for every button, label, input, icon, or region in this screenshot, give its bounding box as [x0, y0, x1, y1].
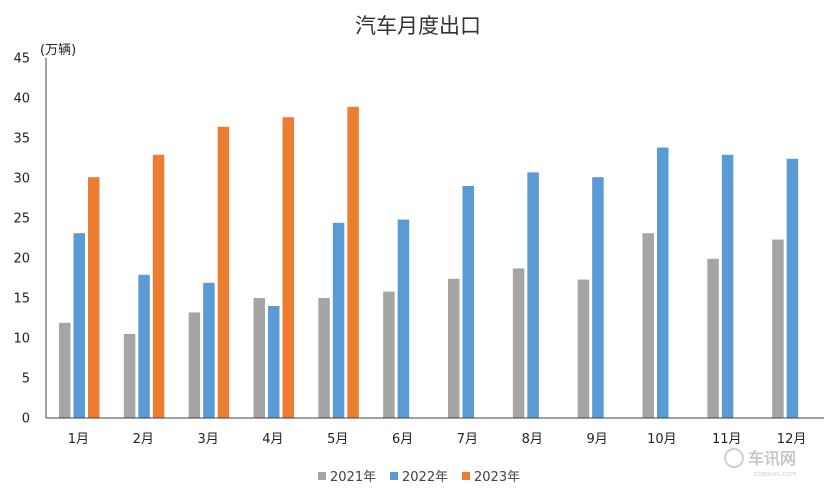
- legend-swatch: [318, 472, 326, 480]
- y-tick-label: 10: [13, 332, 30, 347]
- x-tick-label: 4月: [262, 432, 283, 447]
- bar-2022年-5月: [332, 222, 345, 418]
- y-tick-label: 40: [13, 92, 30, 107]
- bar-2023年-3月: [217, 126, 230, 419]
- bar-2022年-7月: [462, 186, 474, 418]
- y-tick-label: 30: [13, 172, 30, 187]
- x-tick-label: 8月: [522, 432, 543, 447]
- y-tick-label: 35: [13, 132, 30, 147]
- bar-2021年-6月: [383, 291, 395, 418]
- y-tick-label: 0: [22, 412, 30, 427]
- legend: 2021年 2022年 2023年: [318, 470, 520, 485]
- x-tick-label: 6月: [392, 432, 413, 447]
- watermark: 车讯网 chexun.com: [724, 448, 797, 478]
- bar-2022年-10月: [657, 147, 669, 418]
- bar-2021年-9月: [577, 279, 590, 418]
- bar-2021年-8月: [512, 268, 525, 418]
- bar-2023年-4月: [282, 117, 294, 418]
- bar-2022年-11月: [721, 154, 734, 419]
- bar-2022年-1月: [73, 233, 85, 418]
- x-tick-label: 11月: [712, 432, 742, 447]
- x-tick-label: 12月: [777, 432, 807, 447]
- x-tick-label: 10月: [647, 432, 677, 447]
- legend-label: 2022年: [402, 470, 448, 485]
- bar-2022年-2月: [138, 274, 150, 418]
- bar-2022年-12月: [786, 158, 799, 419]
- watermark-text: 车讯网: [748, 449, 796, 468]
- bar-2021年-5月: [318, 298, 330, 418]
- bar-2021年-1月: [59, 322, 71, 418]
- x-tick-label: 9月: [586, 432, 607, 447]
- bar-2022年-3月: [203, 282, 215, 418]
- y-tick-label: 5: [22, 372, 30, 387]
- bar-2021年-11月: [707, 258, 719, 418]
- x-tick-label: 1月: [68, 432, 89, 447]
- bar-2022年-9月: [592, 177, 604, 418]
- y-tick-label: 45: [13, 52, 30, 67]
- watermark-subtext: chexun.com: [754, 470, 797, 478]
- watermark-logo-icon: [724, 448, 744, 468]
- x-tick-label: 7月: [457, 432, 478, 447]
- bar-2021年-12月: [772, 239, 784, 418]
- legend-swatch: [390, 472, 398, 480]
- y-tick-label: 20: [13, 252, 30, 267]
- x-tick-label: 2月: [133, 432, 154, 447]
- bar-2021年-10月: [642, 233, 654, 418]
- y-axis: 0 5 10 15 20 25 30 35 40 45: [13, 52, 30, 427]
- x-tick-label: 5月: [327, 432, 348, 447]
- bar-2021年-2月: [123, 334, 136, 418]
- bar-series: [59, 106, 799, 419]
- legend-label: 2021年: [330, 470, 376, 485]
- y-tick-label: 25: [13, 212, 30, 227]
- chart-title: 汽车月度出口: [355, 14, 481, 38]
- x-axis: 1月 2月 3月 4月 5月 6月 7月 8月 9月 10月 11月 12月: [68, 432, 807, 447]
- bar-2022年-4月: [268, 306, 280, 418]
- bar-2021年-4月: [253, 298, 265, 418]
- bar-2022年-6月: [397, 219, 410, 418]
- legend-swatch: [462, 472, 470, 480]
- y-tick-label: 15: [13, 292, 30, 307]
- bar-2021年-7月: [448, 278, 460, 418]
- bar-2023年-5月: [347, 106, 359, 419]
- x-tick-label: 3月: [197, 432, 218, 447]
- bar-2021年-3月: [188, 312, 201, 418]
- bar-2023年-1月: [88, 177, 100, 418]
- bar-2022年-8月: [527, 172, 539, 418]
- y-axis-unit-label: (万辆): [40, 43, 76, 58]
- bar-2023年-2月: [152, 154, 165, 419]
- legend-label: 2023年: [474, 470, 520, 485]
